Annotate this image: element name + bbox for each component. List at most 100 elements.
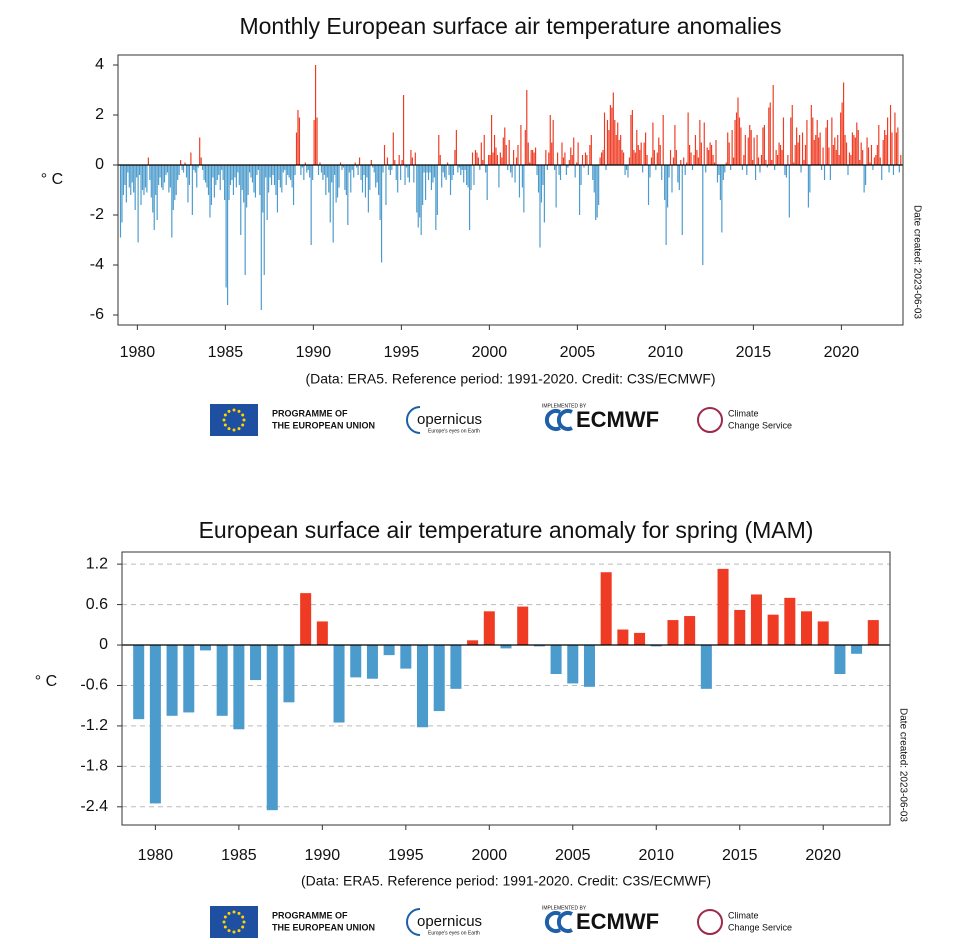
- bar: [244, 165, 246, 275]
- bar: [586, 155, 588, 165]
- bar: [284, 165, 286, 170]
- bar: [857, 130, 859, 165]
- bar: [163, 165, 166, 183]
- bar: [794, 145, 796, 165]
- bar: [784, 597, 796, 646]
- bar: [845, 142, 848, 165]
- bar: [416, 165, 418, 213]
- bar: [225, 165, 227, 288]
- bar: [395, 165, 397, 180]
- bar: [817, 621, 829, 646]
- bar: [131, 165, 133, 183]
- bar: [550, 645, 562, 675]
- bar: [826, 120, 829, 165]
- x-tick-label: 2005: [560, 344, 596, 361]
- bar: [297, 110, 299, 165]
- bar: [876, 145, 878, 165]
- bar: [463, 165, 465, 183]
- bar: [618, 140, 620, 165]
- bar: [847, 165, 849, 175]
- y-tick-label: 0.6: [86, 596, 108, 613]
- bar: [188, 165, 191, 185]
- bar: [517, 145, 519, 165]
- x-tick-label: 1985: [208, 344, 244, 361]
- bar: [224, 165, 226, 200]
- bar: [338, 165, 340, 188]
- bar: [711, 145, 713, 165]
- bar: [493, 135, 496, 165]
- bar: [853, 135, 855, 165]
- bar: [649, 165, 651, 178]
- bar: [590, 135, 592, 165]
- bar: [486, 165, 488, 200]
- bar: [278, 165, 280, 180]
- bar: [251, 165, 254, 183]
- bar: [408, 165, 411, 183]
- bar: [263, 165, 265, 275]
- bar: [300, 165, 302, 175]
- bar: [622, 152, 625, 165]
- bar: [532, 150, 534, 165]
- bar: [744, 135, 746, 165]
- bar: [756, 135, 758, 165]
- bar: [476, 152, 478, 165]
- bar: [581, 155, 584, 165]
- bar: [757, 157, 760, 165]
- bar: [468, 165, 471, 230]
- bar: [316, 117, 318, 165]
- bar: [667, 165, 669, 208]
- bars: [133, 568, 879, 811]
- bar: [424, 165, 427, 200]
- bar: [545, 150, 547, 165]
- bar: [652, 122, 654, 165]
- bar: [627, 165, 629, 178]
- bar: [799, 135, 801, 165]
- bar: [882, 140, 884, 165]
- eu-star: [227, 427, 231, 431]
- bar: [671, 165, 673, 193]
- bar: [753, 137, 755, 165]
- bar: [207, 165, 210, 195]
- bar: [634, 152, 636, 165]
- bar: [769, 102, 771, 165]
- bar: [295, 132, 298, 165]
- bar: [574, 165, 576, 178]
- bar: [766, 165, 768, 168]
- bar: [140, 165, 142, 205]
- bar: [564, 152, 566, 165]
- bar: [863, 165, 865, 193]
- bar: [534, 147, 537, 165]
- bar: [348, 165, 350, 173]
- bar: [439, 155, 441, 165]
- bar: [379, 165, 381, 220]
- bar: [523, 165, 525, 213]
- bar: [633, 150, 635, 165]
- bar: [608, 130, 610, 165]
- bar: [427, 165, 430, 180]
- x-tick-label: 1995: [388, 847, 424, 864]
- bar: [815, 135, 817, 165]
- bar: [788, 165, 790, 218]
- bar: [760, 155, 763, 165]
- bar: [383, 645, 395, 656]
- bar: [345, 165, 347, 195]
- bar: [373, 165, 375, 173]
- bar: [841, 102, 843, 165]
- bar: [460, 165, 462, 175]
- bar: [495, 147, 497, 165]
- bar: [260, 165, 262, 310]
- bar: [149, 165, 151, 180]
- bar: [738, 117, 741, 165]
- bar: [420, 165, 422, 235]
- bar: [832, 145, 834, 165]
- bar: [807, 165, 809, 208]
- bar: [567, 645, 579, 684]
- bar: [595, 165, 597, 220]
- bar: [672, 157, 675, 165]
- bar: [762, 127, 764, 165]
- bar: [287, 165, 289, 175]
- bar: [548, 152, 550, 165]
- bar: [521, 165, 523, 188]
- bar: [240, 165, 242, 235]
- logo-text: THE EUROPEAN UNION: [272, 420, 375, 430]
